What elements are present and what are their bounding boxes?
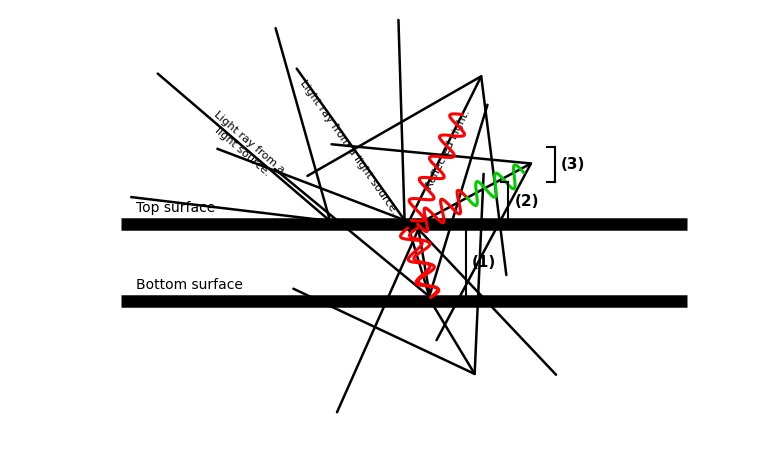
Text: Light ray from a
light source.: Light ray from a light source. [205, 109, 287, 184]
Text: Reflected Light.: Reflected Light. [424, 108, 472, 191]
Text: Light ray from a light source.: Light ray from a light source. [298, 78, 400, 216]
Text: Bottom surface: Bottom surface [136, 278, 243, 292]
Text: (2): (2) [515, 194, 539, 209]
Text: Top surface: Top surface [136, 201, 215, 215]
Text: (3): (3) [561, 157, 585, 172]
Text: (1): (1) [472, 255, 496, 270]
